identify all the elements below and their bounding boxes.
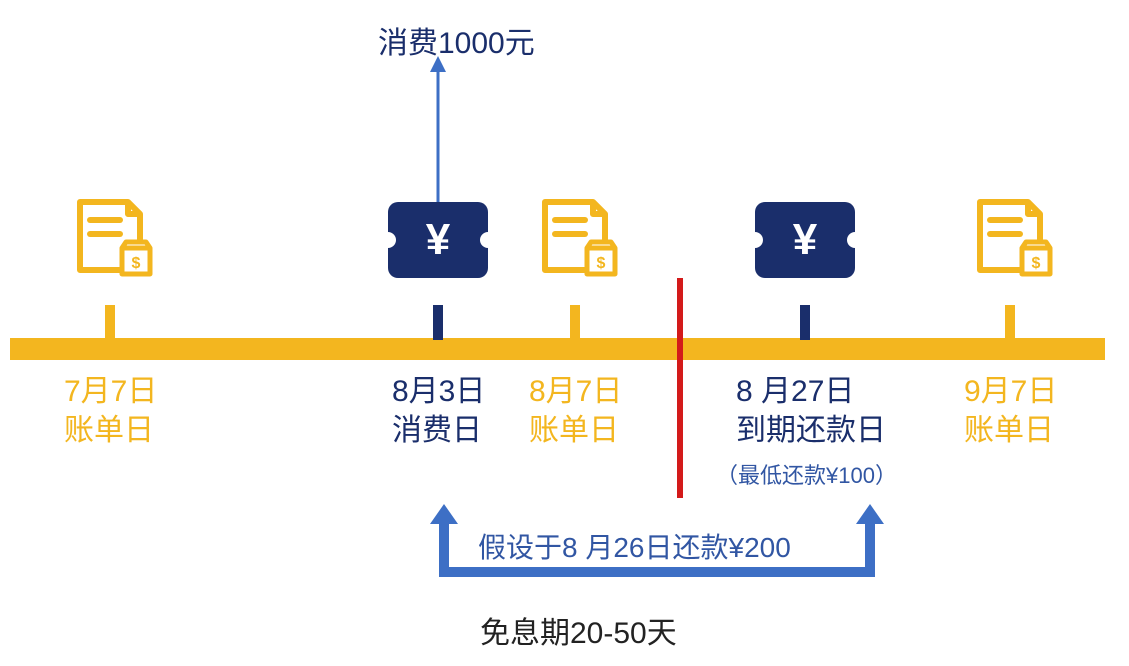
tick-jul7 — [105, 305, 115, 340]
label-aug7-line2: 账单日 — [529, 411, 622, 450]
tick-aug3 — [433, 305, 443, 340]
bracket-annotation: 假设于8 月26日还款¥200 — [478, 526, 791, 566]
svg-text:$: $ — [1032, 255, 1041, 272]
label-aug27-line1: 8 月27日 — [736, 372, 886, 411]
bill-icon: $ — [966, 192, 1058, 284]
tick-sep7 — [1005, 305, 1015, 340]
sublabel-aug27: （最低还款¥100） — [716, 458, 897, 490]
timeline-diagram: $ 7月7日 账单日 ¥ 8月3日 消费日 $ 8月7日 账单日 ¥ — [0, 0, 1129, 666]
arrow-up-icon — [428, 56, 448, 202]
label-aug27-line2: 到期还款日 — [736, 411, 886, 450]
label-aug3-line1: 8月3日 — [392, 372, 485, 411]
yen-symbol: ¥ — [793, 218, 817, 262]
label-jul7: 7月7日 账单日 — [64, 372, 157, 450]
bill-icon: $ — [531, 192, 623, 284]
label-aug27: 8 月27日 到期还款日 — [736, 372, 886, 450]
label-aug7-line1: 8月7日 — [529, 372, 622, 411]
yen-card-icon: ¥ — [755, 202, 855, 278]
timeline-bar — [10, 338, 1105, 360]
yen-symbol: ¥ — [426, 218, 450, 262]
svg-text:$: $ — [132, 255, 141, 272]
label-sep7-line2: 账单日 — [964, 411, 1057, 450]
label-aug3-line2: 消费日 — [392, 411, 485, 450]
tick-aug27 — [800, 305, 810, 340]
interest-free-text: 免息期20-50天 — [480, 608, 677, 652]
label-sep7-line1: 9月7日 — [964, 372, 1057, 411]
label-jul7-line2: 账单日 — [64, 411, 157, 450]
bill-icon: $ — [66, 192, 158, 284]
label-aug3: 8月3日 消费日 — [392, 372, 485, 450]
top-annotation: 消费1000元 — [378, 18, 535, 62]
label-sep7: 9月7日 账单日 — [964, 372, 1057, 450]
svg-text:$: $ — [597, 255, 606, 272]
tick-aug7 — [570, 305, 580, 340]
yen-card-icon: ¥ — [388, 202, 488, 278]
label-jul7-line1: 7月7日 — [64, 372, 157, 411]
label-aug7: 8月7日 账单日 — [529, 372, 622, 450]
deadline-marker — [677, 278, 683, 498]
